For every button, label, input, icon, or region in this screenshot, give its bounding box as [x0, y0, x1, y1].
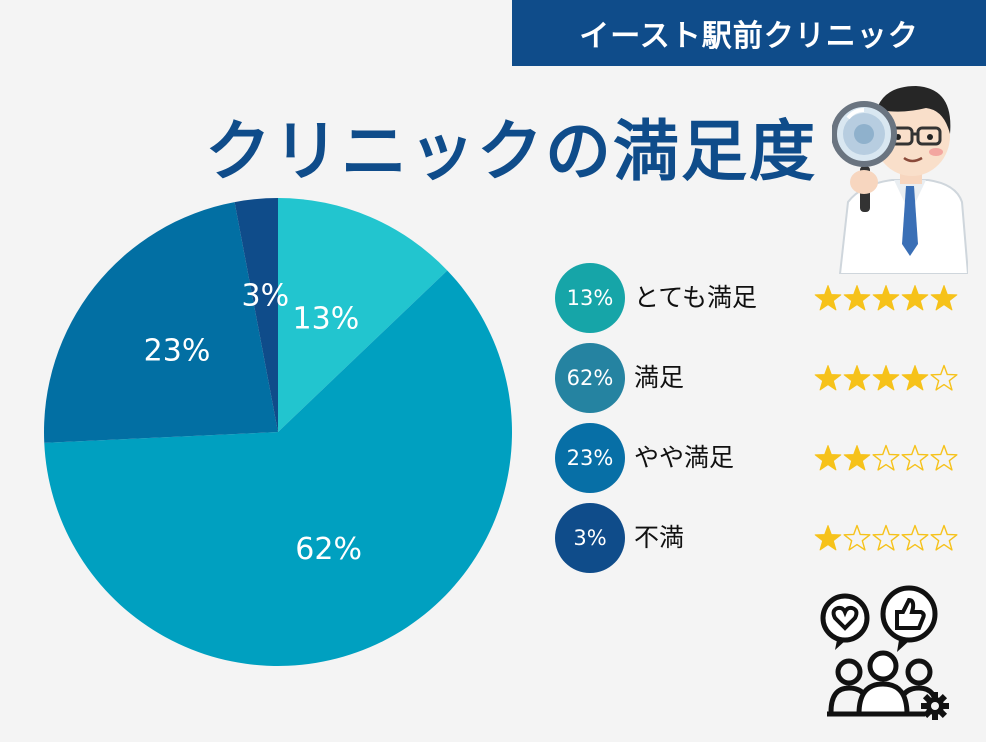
pie-slice-2: [44, 270, 513, 666]
star-filled-icon: [814, 525, 842, 551]
star-empty-icon: [930, 524, 958, 551]
gear-icon: [921, 692, 949, 720]
star-filled-icon: [872, 365, 900, 391]
doctor-magnifier-icon: [832, 86, 968, 274]
pie-slice-label: 62%: [295, 532, 362, 567]
pie-slice-3: [43, 202, 278, 443]
star-filled-icon: [901, 285, 929, 311]
legend-percent-badge: 13%: [555, 263, 625, 333]
star-filled-icon: [843, 365, 871, 391]
pie-slice-label: 23%: [144, 334, 211, 369]
legend-item: 23% やや満足: [555, 423, 975, 493]
star-filled-icon: [814, 285, 842, 311]
pie-slice-1: [278, 198, 448, 432]
star-empty-icon: [930, 364, 958, 391]
star-empty-icon: [872, 444, 900, 471]
star-empty-icon: [872, 524, 900, 551]
star-filled-icon: [843, 285, 871, 311]
star-empty-icon: [843, 524, 871, 551]
page-title: クリニックの満足度: [205, 113, 817, 190]
star-empty-icon: [901, 524, 929, 551]
legend-label: 満足: [634, 363, 685, 392]
star-rating: [814, 285, 958, 311]
legend-item: 13% とても満足: [555, 263, 975, 333]
star-empty-icon: [930, 444, 958, 471]
star-filled-icon: [872, 285, 900, 311]
star-filled-icon: [930, 285, 958, 311]
legend-percent-badge: 3%: [555, 503, 625, 573]
legend-label: やや満足: [634, 443, 735, 472]
clinic-name-badge: イースト駅前クリニック: [512, 0, 986, 66]
star-filled-icon: [814, 445, 842, 471]
star-filled-icon: [814, 365, 842, 391]
star-empty-icon: [901, 444, 929, 471]
legend-label: 不満: [634, 523, 685, 552]
legend-item: 62% 満足: [555, 343, 975, 413]
legend-item: 3% 不満: [555, 503, 975, 573]
customer-feedback-icon: [820, 585, 949, 720]
star-filled-icon: [901, 365, 929, 391]
pie-slice-label: 3%: [242, 278, 290, 313]
pie-slice-label: 13%: [293, 302, 360, 337]
star-rating: [814, 524, 958, 551]
star-filled-icon: [843, 445, 871, 471]
legend-percent-badge: 62%: [555, 343, 625, 413]
pie-chart: 13% 62% 23% 3%: [43, 198, 513, 666]
legend-percent-badge: 23%: [555, 423, 625, 493]
star-rating: [814, 364, 958, 391]
star-rating: [814, 444, 958, 471]
clinic-name: イースト駅前クリニック: [579, 19, 919, 54]
pie-slice-4: [234, 198, 278, 432]
legend-label: とても満足: [634, 283, 758, 312]
